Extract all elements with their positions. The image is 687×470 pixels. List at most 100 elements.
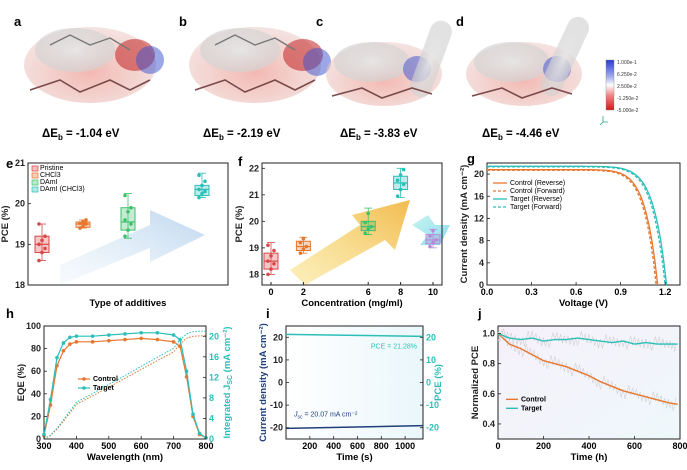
axis-h-xtick-label: 800 xyxy=(198,441,213,451)
box-point xyxy=(123,193,127,198)
axis-i2-ytick-label: -10 xyxy=(426,400,439,410)
binding-energy-d: ΔEb = -4.46 eV xyxy=(482,128,560,142)
trend-arrow-f xyxy=(290,200,410,285)
box-point xyxy=(197,195,201,200)
axis-g-ytick-label: 0 xyxy=(479,280,484,290)
box-point xyxy=(81,220,85,224)
axis-h-ytick-label: 0 xyxy=(36,434,41,444)
eqe-point xyxy=(90,340,95,344)
box-point xyxy=(81,224,85,228)
eqe-curve-control xyxy=(43,337,207,439)
box-point xyxy=(298,251,303,255)
boxplot-f-0 xyxy=(263,242,279,277)
molecule-panel-a: a xyxy=(14,14,164,103)
eqe-point xyxy=(68,342,72,346)
pce-annotation: PCE = 21.28% xyxy=(371,344,417,351)
legend-marker xyxy=(82,377,86,381)
box-point xyxy=(301,247,306,251)
axis-h-ytick-label: 20 xyxy=(31,411,41,421)
axis-e-ytick-label: 20 xyxy=(15,199,25,209)
eqe-point xyxy=(74,340,79,344)
axis-e-ytick-label: 19 xyxy=(15,239,25,249)
box-point xyxy=(197,173,201,177)
axis-i-ytick-label: -20 xyxy=(270,423,283,433)
box-point xyxy=(401,182,406,187)
boxplot-e-0 xyxy=(34,222,50,263)
eqe-point xyxy=(61,341,66,345)
jv-curve-target-forward- xyxy=(487,166,666,286)
legend-label: Control (Forward) xyxy=(510,188,565,195)
axis-g-xtick-label: 1.2 xyxy=(659,287,672,297)
eqe-point xyxy=(48,397,53,402)
molecule-backbone xyxy=(194,79,316,93)
axis-e-ytick-label: 18 xyxy=(15,280,25,290)
legend-label: Control xyxy=(521,396,546,403)
axis-f-ytick-label: 18 xyxy=(249,269,259,279)
panel-label-j: j xyxy=(477,306,482,321)
eqe-point xyxy=(197,431,202,436)
axis-h2-ytick-label: 0 xyxy=(209,434,214,444)
trend-arrow-e xyxy=(60,210,205,285)
eqe-point xyxy=(74,334,79,338)
panel-label-i: i xyxy=(266,306,270,321)
box-point xyxy=(428,244,432,249)
eqe-point xyxy=(139,336,143,341)
electrostatic-surface-grey xyxy=(200,28,280,72)
axis-g-xtick-label: 0.6 xyxy=(570,287,583,297)
eqe-point xyxy=(123,337,127,342)
legend-swatch xyxy=(31,172,39,179)
axis-f-ytick-label: 21 xyxy=(249,190,259,200)
legend-label: DAmI (CHCl3) xyxy=(40,186,85,193)
panel-label-d: d xyxy=(456,14,464,29)
colorbar-label: 6.250e-2 xyxy=(617,72,637,78)
colorbar-label: 1.000e-1 xyxy=(617,60,637,66)
box-point xyxy=(266,259,270,263)
axis-g-ytick-label: 4 xyxy=(479,258,484,268)
box-point xyxy=(304,244,309,249)
integrated-jsc-curve-control xyxy=(43,335,207,440)
axis-h-ytick-label: 60 xyxy=(31,366,41,376)
colorbar-label: -1.250e-2 xyxy=(617,96,639,102)
box-point xyxy=(203,179,207,184)
eqe-point xyxy=(184,369,189,374)
axis-i-xtick-label: 1000 xyxy=(395,441,415,451)
colorbar-label: -5.000e-2 xyxy=(617,108,639,114)
stability-raw-trace xyxy=(497,328,677,352)
box-point xyxy=(431,228,435,233)
axis-h2-ytick-label: 8 xyxy=(209,393,214,403)
axis-f-ytick-label: 19 xyxy=(249,243,259,253)
stability-curve-target xyxy=(497,332,678,345)
legend-swatch xyxy=(31,179,39,186)
legend-swatch xyxy=(31,165,39,172)
chart-i-background xyxy=(286,326,423,439)
chart-g-frame xyxy=(486,162,681,286)
box-point xyxy=(431,240,435,245)
molecule-panel-b: b xyxy=(179,14,331,103)
boxplot-e-3 xyxy=(194,172,210,200)
box-point xyxy=(301,236,306,241)
axis-j-xtick-label: 400 xyxy=(581,441,596,451)
boxplot-f-4 xyxy=(425,228,441,249)
eqe-point xyxy=(123,332,127,336)
chart-f-ylabel: PCE (%) xyxy=(234,206,245,243)
panel-label-e: e xyxy=(6,156,13,171)
axis-f-xtick-label: 0 xyxy=(268,287,273,297)
box-point xyxy=(298,240,303,245)
eqe-point xyxy=(61,349,66,353)
eqe-point xyxy=(191,412,195,416)
axis-i2-ytick-label: -20 xyxy=(426,423,439,433)
electrostatic-surface-grey xyxy=(334,42,410,82)
axis-i-ytick-label: 20 xyxy=(273,332,283,342)
legend-label: Control xyxy=(93,376,118,383)
colorbar-gradient xyxy=(605,59,615,111)
eqe-point xyxy=(139,330,143,335)
box-point xyxy=(123,234,127,238)
legend-label: Pristine xyxy=(40,165,63,172)
axis-h-ytick-label: 40 xyxy=(31,389,41,399)
axis-h-ytick-label: 100 xyxy=(26,321,41,331)
stability-curve-control xyxy=(497,332,678,405)
axis-e-ytick-label: 21 xyxy=(15,158,25,168)
box-point xyxy=(272,261,276,266)
box-point xyxy=(197,187,201,192)
